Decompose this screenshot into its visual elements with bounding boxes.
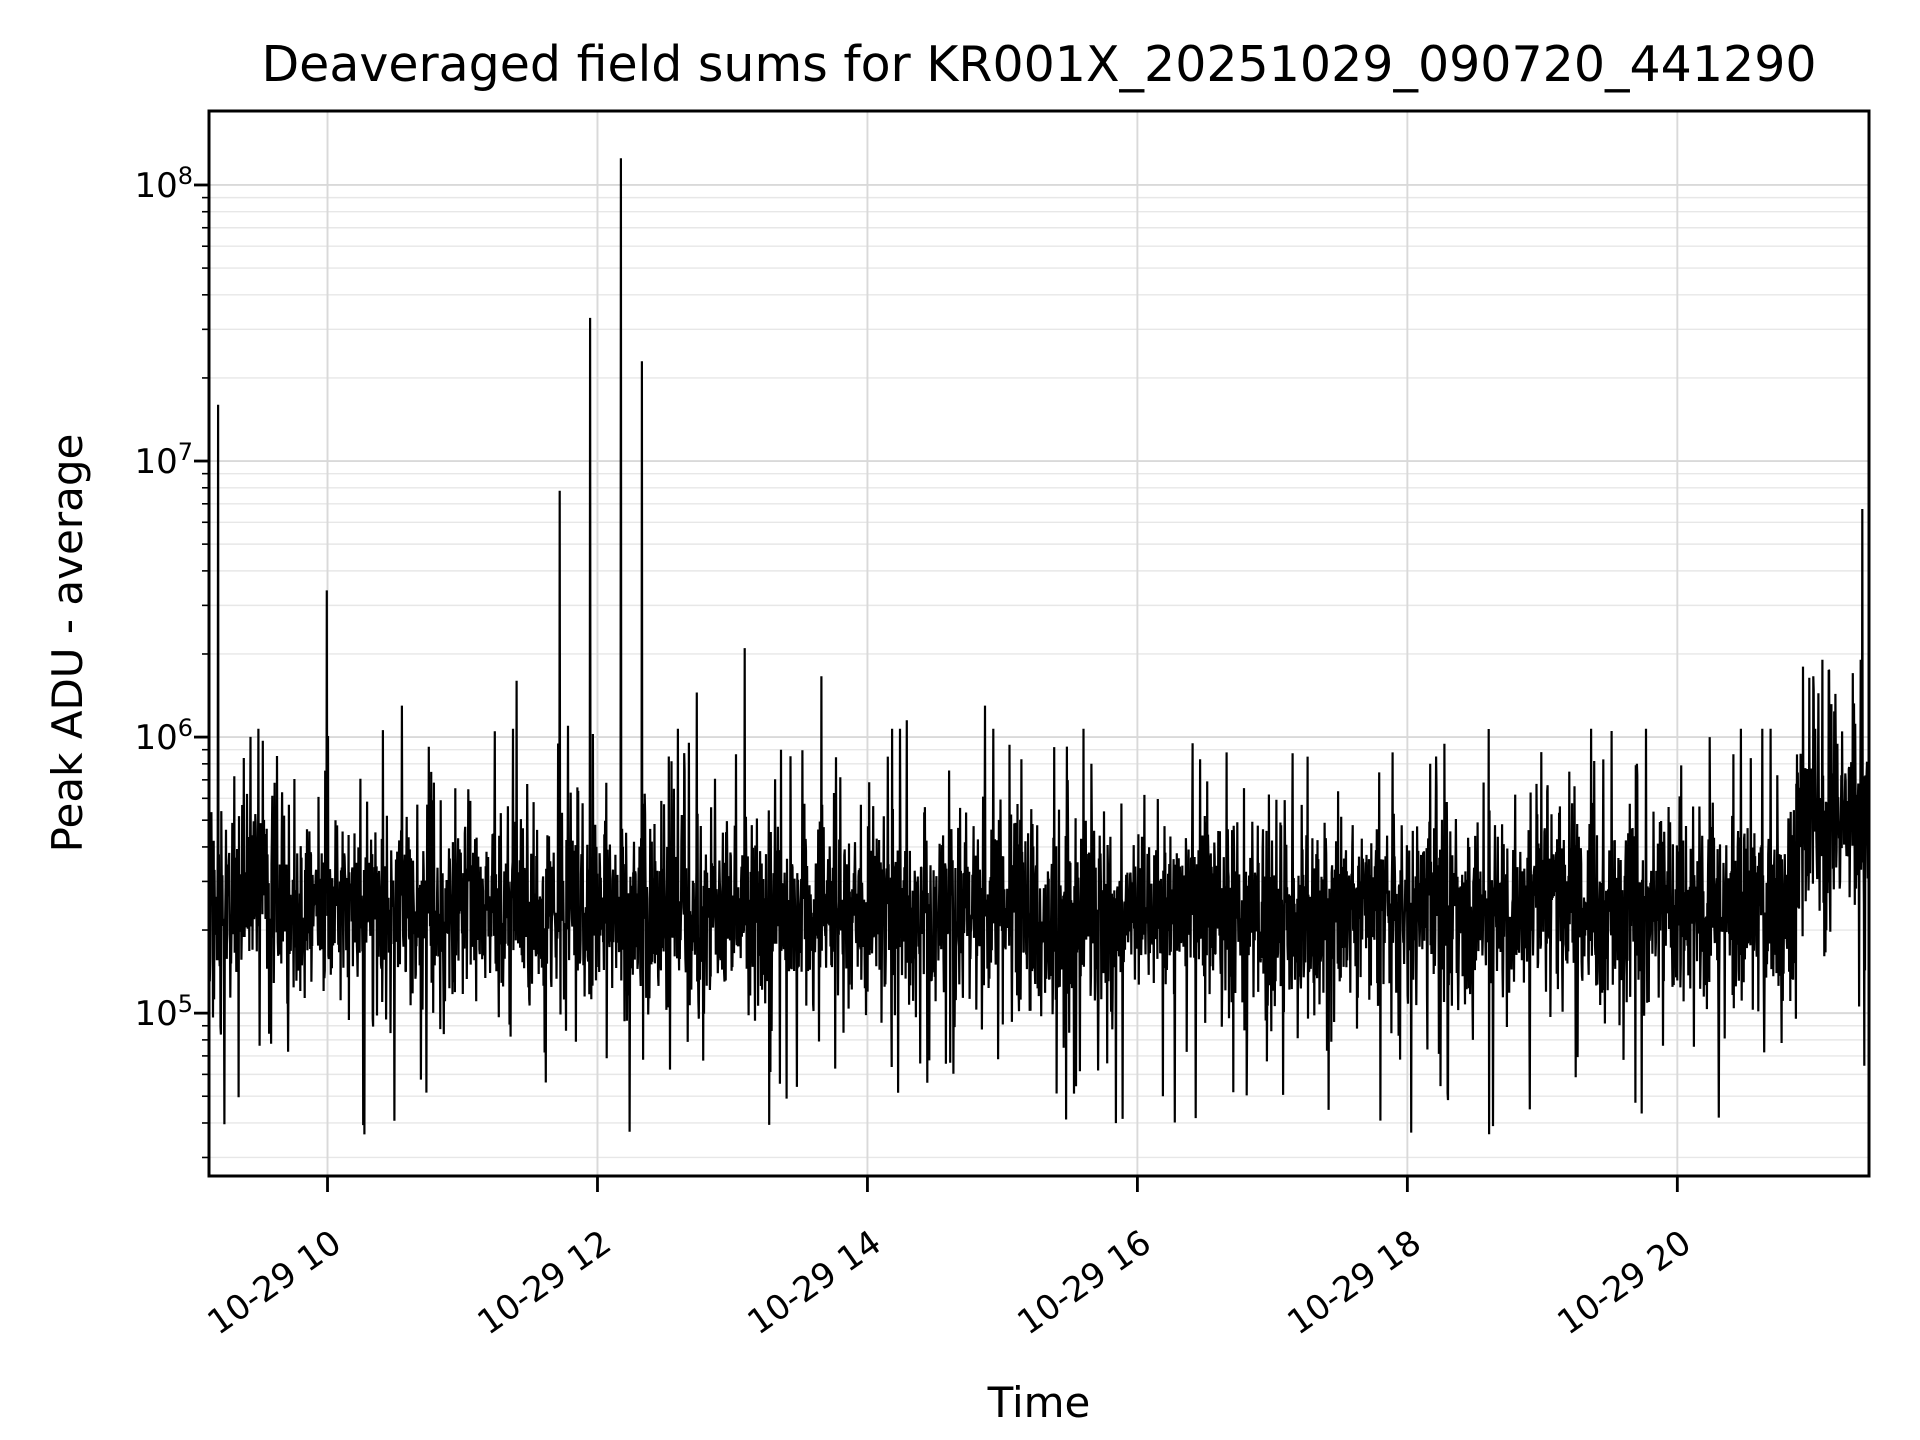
data-series-line <box>207 158 1871 1135</box>
chart-title: Deaveraged field sums for KR001X_2025102… <box>261 36 1817 93</box>
y-tick-label: 105 <box>134 990 193 1034</box>
x-tick-label: 10-29 18 <box>1280 1223 1428 1343</box>
x-tick-label: 10-29 12 <box>470 1223 618 1343</box>
y-axis-label: Peak ADU - average <box>43 433 92 853</box>
x-axis-label: Time <box>987 1378 1091 1427</box>
x-tick-label: 10-29 16 <box>1010 1223 1158 1343</box>
y-tick-label: 108 <box>134 162 193 206</box>
tick-labels: 105 106 107 108 10-29 10 10-29 12 10-29 14 10-2… <box>134 162 1698 1343</box>
y-tick-label: 107 <box>134 438 193 482</box>
grid-major-lines <box>209 111 1869 1176</box>
plot-border <box>207 109 1871 1178</box>
data-series <box>207 158 1871 1135</box>
x-tick-label: 10-29 14 <box>740 1223 888 1343</box>
y-tick-label: 106 <box>134 714 193 758</box>
x-tick-label: 10-29 20 <box>1550 1223 1698 1343</box>
x-tick-label: 10-29 10 <box>201 1223 349 1343</box>
axes-spines-ticks <box>194 109 1871 1192</box>
